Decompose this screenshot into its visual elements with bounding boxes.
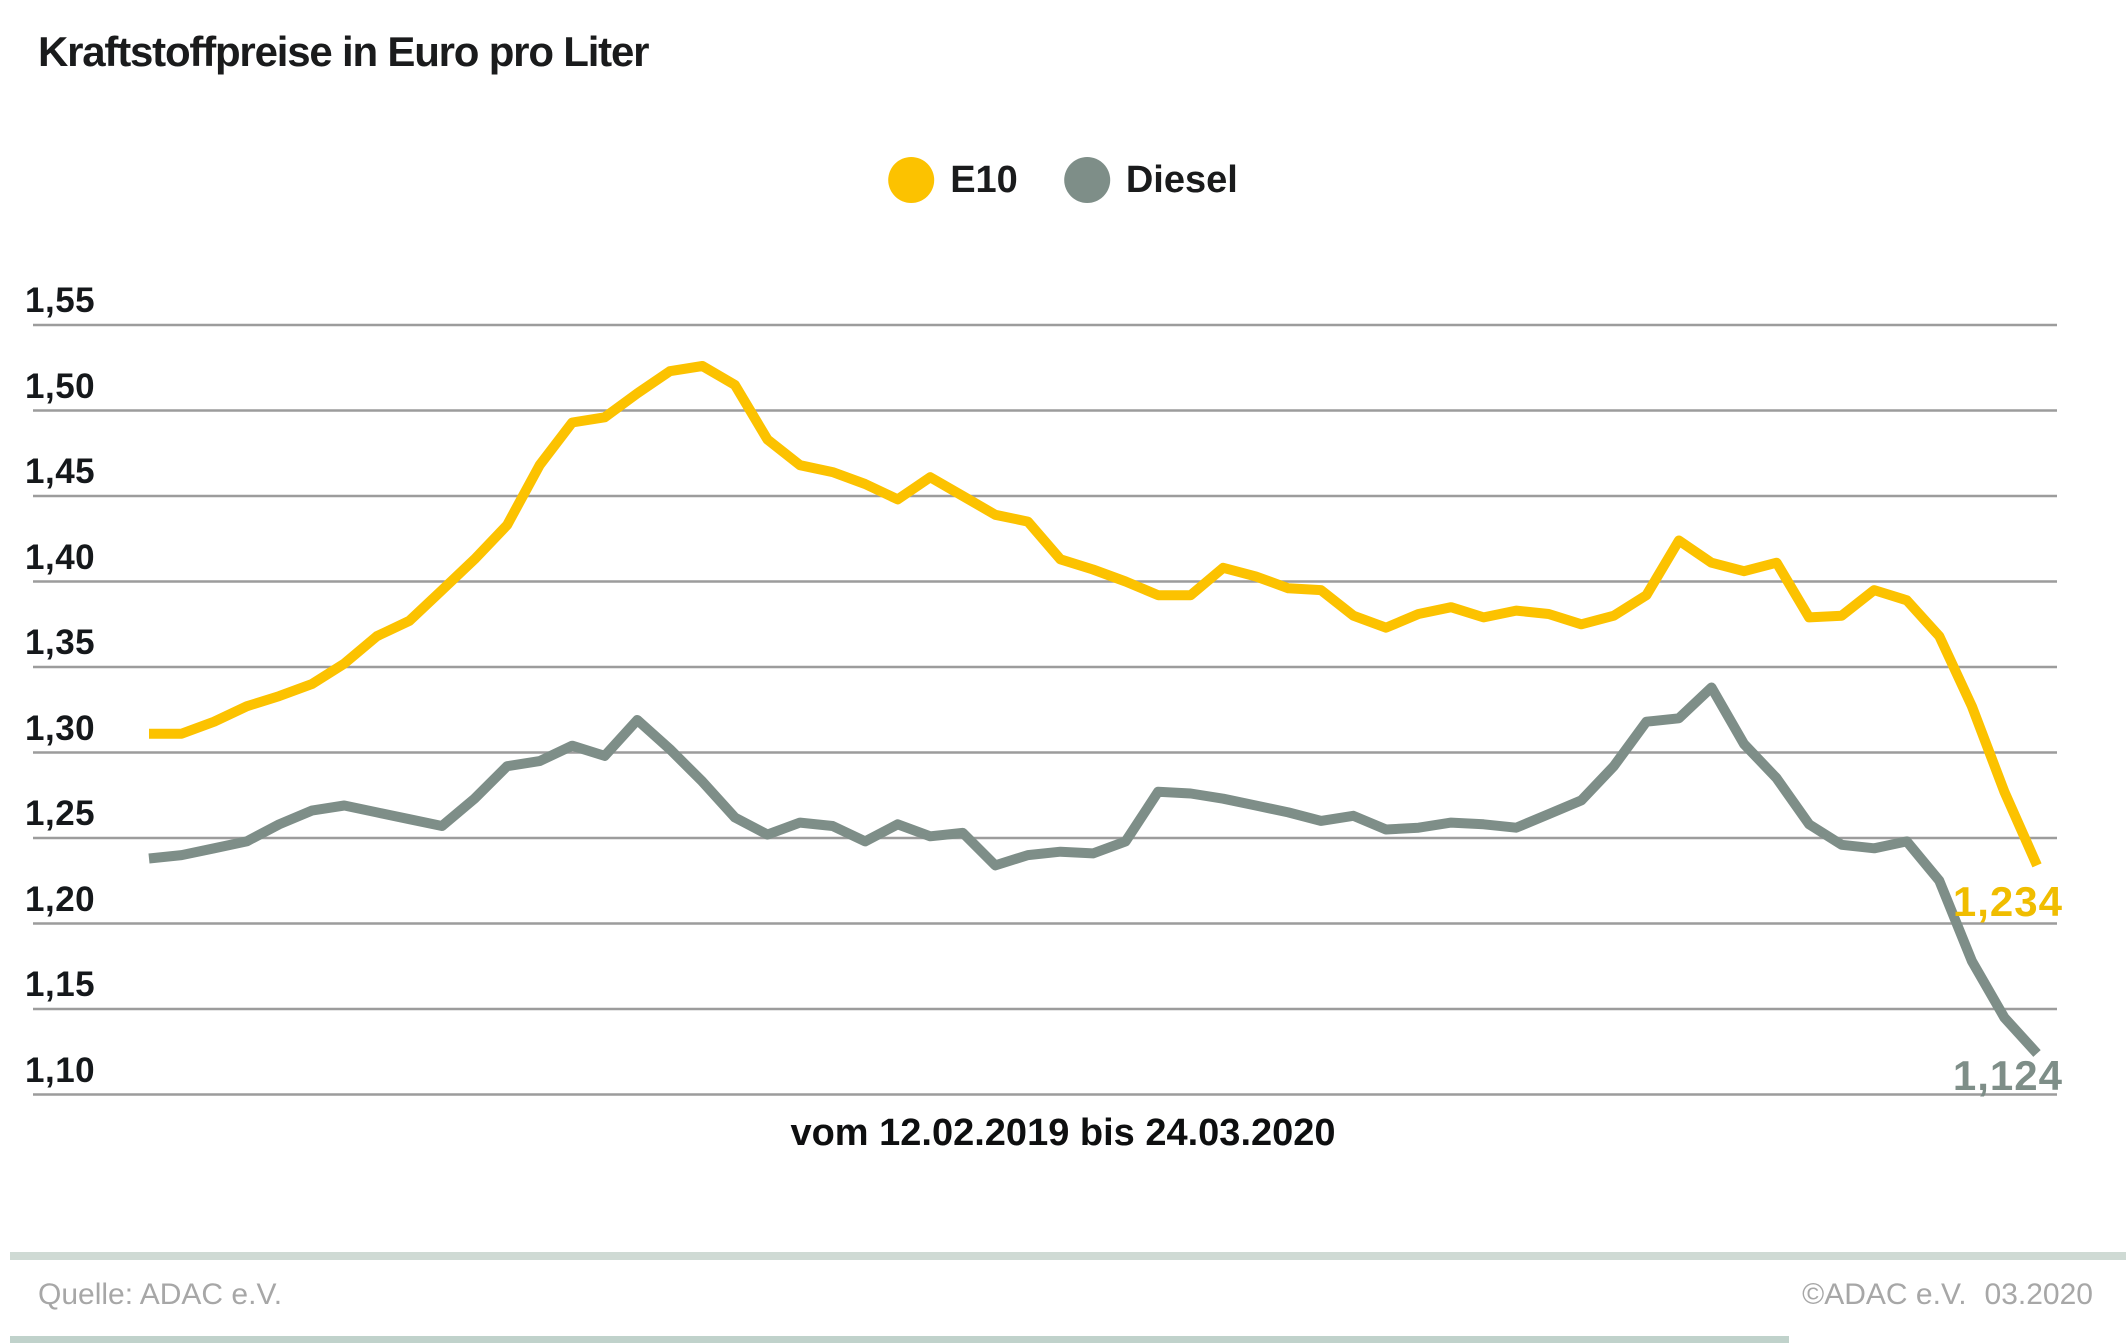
footer-divider xyxy=(10,1252,2126,1260)
legend-label-diesel: Diesel xyxy=(1125,158,1238,201)
y-axis-tick-label: 1,30 xyxy=(25,708,96,748)
diesel-color-dot-icon xyxy=(1063,157,1110,203)
y-axis-tick-label: 1,55 xyxy=(25,281,96,320)
e10-color-dot-icon xyxy=(888,157,935,203)
y-axis-tick-label: 1,15 xyxy=(25,965,96,1004)
y-axis-tick-label: 1,20 xyxy=(25,879,96,919)
diesel-last-value-label: 1,124 xyxy=(1952,1052,2063,1099)
legend-item-diesel: Diesel xyxy=(1063,157,1238,203)
copyright-note: ©ADAC e.V. 03.2020 xyxy=(1802,1278,2093,1312)
legend-item-e10: E10 xyxy=(888,157,1018,203)
x-axis-range-caption: vom 12.02.2019 bis 24.03.2020 xyxy=(790,1112,1336,1154)
y-axis-tick-label: 1,40 xyxy=(25,537,96,577)
series-line-e10 xyxy=(149,361,2042,868)
y-axis-tick-label: 1,10 xyxy=(25,1050,96,1090)
copyright-text: ©ADAC e.V. xyxy=(1802,1278,1967,1311)
e10-last-value-label: 1,234 xyxy=(1952,878,2063,925)
legend-label-e10: E10 xyxy=(950,158,1018,201)
y-axis-tick-label: 1,50 xyxy=(25,366,96,406)
chart-legend: E10 Diesel xyxy=(888,150,1238,210)
y-axis-tick-label: 1,45 xyxy=(25,452,96,491)
series-line-diesel xyxy=(148,682,2041,1057)
y-axis-tick-label: 1,35 xyxy=(25,623,96,662)
page-title: Kraftstoffpreise in Euro pro Liter xyxy=(38,28,649,75)
source-note: Quelle: ADAC e.V. xyxy=(38,1278,283,1311)
copyright-date: 03.2020 xyxy=(1984,1278,2093,1311)
y-axis-tick-label: 1,25 xyxy=(25,794,96,833)
bottom-accent-bar xyxy=(10,1336,1789,1343)
